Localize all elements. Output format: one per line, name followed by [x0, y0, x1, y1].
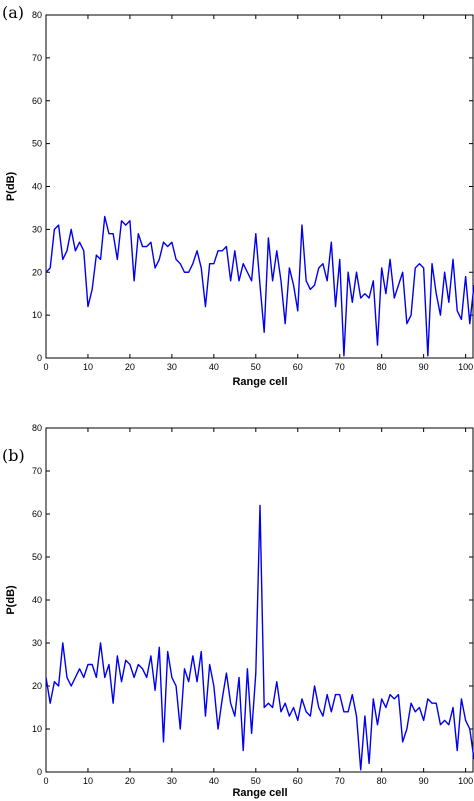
- series-line: [45, 504, 474, 771]
- y-tick-label: 30: [32, 224, 42, 234]
- y-tick-label: 70: [32, 53, 42, 63]
- plot-frame: [45, 14, 474, 359]
- y-tick-label: 20: [32, 681, 42, 691]
- x-tick-label: 70: [335, 776, 345, 786]
- y-tick-label: 50: [32, 552, 42, 562]
- x-tick-label: 40: [209, 776, 219, 786]
- panel-label: (b): [2, 446, 25, 465]
- x-tick-label: 20: [125, 776, 135, 786]
- y-tick-label: 80: [32, 423, 42, 433]
- y-tick-label: 80: [32, 10, 42, 20]
- y-tick-label: 70: [32, 466, 42, 476]
- plot-frame: [45, 427, 474, 773]
- x-tick-label: 70: [335, 362, 345, 372]
- y-tick-label: 30: [32, 638, 42, 648]
- y-tick-label: 0: [37, 353, 42, 363]
- x-axis-label: Range cell: [232, 376, 287, 388]
- x-tick-label: 0: [43, 362, 48, 372]
- y-tick-label: 10: [32, 310, 42, 320]
- x-tick-label: 60: [293, 362, 303, 372]
- x-tick-label: 10: [83, 776, 93, 786]
- y-tick-label: 40: [32, 595, 42, 605]
- x-tick-label: 100: [458, 362, 473, 372]
- panel-label: (a): [2, 3, 24, 22]
- x-tick-label: 20: [125, 362, 135, 372]
- x-tick-label: 10: [83, 362, 93, 372]
- chart-panel-a: (a) 0 10 20 30 40 50 60 70 80 0 10 20 30 40 50 60 70 80 90 1…: [2, 3, 474, 388]
- x-tick-label: 80: [377, 776, 387, 786]
- x-tick-label: 50: [251, 362, 261, 372]
- x-tick-label: 60: [293, 776, 303, 786]
- chart-panel-b: (b) 0 10 20 30 40 50 60 70 80 0 10 20 30 40 50 60 70 80 90 1…: [2, 423, 474, 799]
- y-axis-label: P(dB): [5, 585, 17, 615]
- y-axis-label: P(dB): [5, 172, 17, 202]
- y-tick-label: 10: [32, 724, 42, 734]
- x-tick-label: 80: [377, 362, 387, 372]
- y-tick-label: 40: [32, 182, 42, 192]
- series-line: [45, 215, 474, 357]
- x-tick-label: 50: [251, 776, 261, 786]
- x-tick-label: 30: [167, 776, 177, 786]
- x-tick-label: 90: [419, 362, 429, 372]
- y-tick-label: 60: [32, 96, 42, 106]
- y-tick-label: 0: [37, 767, 42, 777]
- y-tick-label: 60: [32, 509, 42, 519]
- x-tick-label: 90: [419, 776, 429, 786]
- x-tick-label: 100: [458, 776, 473, 786]
- x-tick-label: 30: [167, 362, 177, 372]
- x-tick-label: 40: [209, 362, 219, 372]
- x-axis-label: Range cell: [232, 787, 287, 799]
- y-tick-label: 20: [32, 267, 42, 277]
- y-tick-label: 50: [32, 139, 42, 149]
- x-tick-label: 0: [43, 776, 48, 786]
